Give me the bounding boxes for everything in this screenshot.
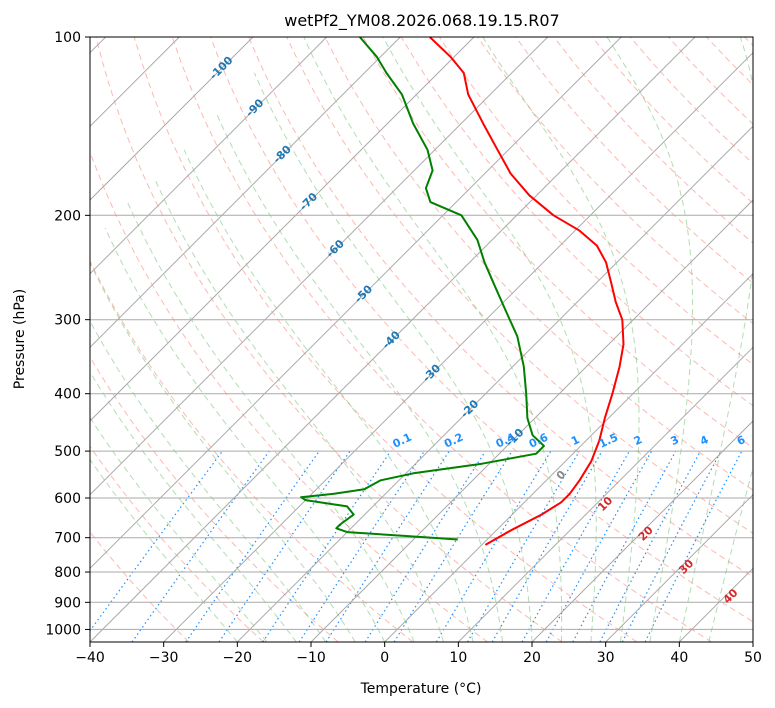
dry-adiabat [248,37,753,578]
isotherm [236,125,753,642]
mixing-ratio-line [185,450,320,642]
x-tick-label: 20 [523,650,541,666]
x-axis-label: Temperature (°C) [360,681,482,697]
isotherm [90,37,549,496]
x-tick-label: 0 [380,650,389,666]
mixing-ratio-line [298,450,425,642]
background-lines [90,37,753,642]
moist-adiabat [303,37,563,642]
mixing-ratio-line [466,450,580,642]
moist-adiabat [606,37,694,642]
y-tick-label: 300 [54,313,81,329]
moist-adiabat [482,37,640,642]
isotherm [163,51,753,642]
y-tick-label: 700 [54,531,81,547]
dry-adiabat [324,37,753,491]
y-tick-label: 900 [54,595,81,611]
dry-adiabat [286,37,753,534]
profiles [300,37,625,546]
moist-adiabat [126,201,415,642]
moist-adiabat [90,416,268,642]
y-tick-label: 800 [54,565,81,581]
x-tick-label: 30 [597,650,615,666]
isotherm [90,37,254,201]
moist-adiabat [90,458,238,642]
moist-adiabat [678,37,753,642]
isotherm [310,199,753,642]
moist-adiabat [382,37,597,642]
isotherm [90,37,328,275]
mixing-ratio-line [599,450,702,642]
mixing-ratio-line [364,450,486,642]
moist-adiabat [155,180,445,642]
isotherm [90,37,622,570]
mixing-ratio-line [262,450,392,642]
dewpoint-profile [300,37,545,541]
x-axis: −40 −30 −20 −10 0 10 20 30 40 50 [75,642,762,666]
x-tick-label: −30 [149,650,179,666]
isotherm [90,37,696,642]
y-tick-label: 100 [54,30,81,46]
isotherm [90,37,401,349]
dry-adiabat [90,445,264,642]
x-tick-label: 40 [670,650,688,666]
temperature-profile [429,37,625,546]
y-tick-label: 400 [54,387,81,403]
moist-adiabat [708,465,753,642]
dry-adiabat [515,37,753,284]
x-tick-label: 50 [744,650,762,666]
isotherm [605,493,753,642]
moist-adiabat [90,261,356,642]
y-tick-label: 200 [54,208,81,224]
isotherm [457,346,753,642]
isotherm [90,37,475,422]
x-tick-label: −20 [223,650,253,666]
mixing-ratio-line [572,450,677,642]
dry-adiabat [133,37,638,642]
mixing-ratio-line [435,450,552,642]
isotherm [384,272,753,642]
moist-adiabat [90,320,327,642]
dry-adiabat [171,37,712,642]
isotherm [531,420,753,642]
dry-adiabat [210,37,753,623]
moist-adiabat [104,227,386,642]
moist-adiabat [216,113,503,642]
x-tick-label: −10 [296,650,326,666]
x-tick-label: 10 [449,650,467,666]
mixing-ratio-line [325,450,450,642]
moist-adiabat [90,370,297,642]
plot-frame [89,36,754,643]
y-tick-label: 500 [54,444,81,460]
y-axis-label: Pressure (hPa) [12,289,28,389]
y-tick-label: 600 [54,491,81,507]
y-axis: 100 200 300 400 500 600 700 800 900 1000 [45,30,90,638]
dry-adiabat [90,259,414,642]
x-tick-label: −40 [75,650,105,666]
mixing-ratio-line [218,450,351,642]
dry-adiabat [95,37,563,642]
moist-adiabat [253,72,533,642]
y-tick-label: 1000 [45,622,81,638]
chart-title: wetPf2_YM08.2026.068.19.15.R07 [284,11,559,31]
